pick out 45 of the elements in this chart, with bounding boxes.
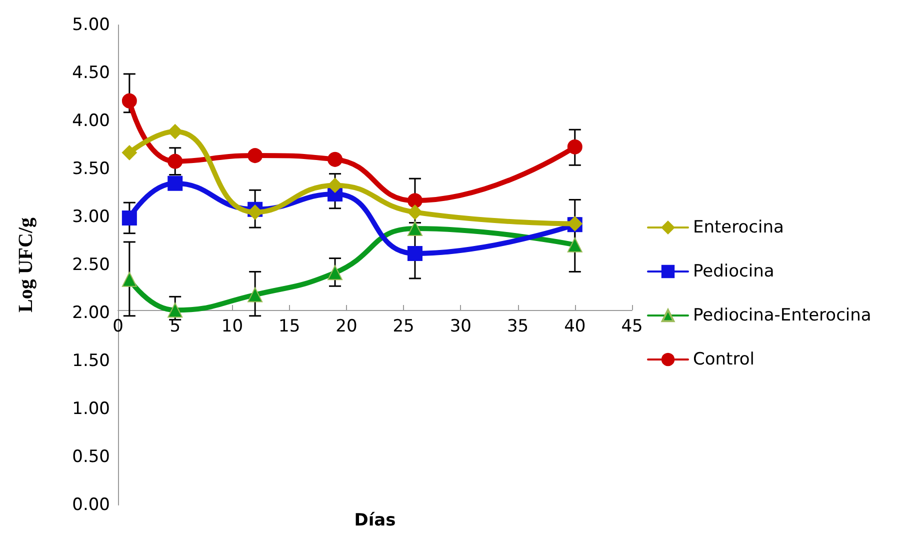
point bbox=[407, 246, 422, 261]
y-tick-label: 2.00 bbox=[72, 303, 110, 323]
y-tick-label: 3.00 bbox=[72, 207, 110, 227]
x-tick-label: 0 bbox=[112, 316, 124, 336]
legend-label: Control bbox=[693, 350, 754, 370]
x-axis-title: Días bbox=[354, 510, 396, 530]
x-tick-label: 45 bbox=[621, 316, 643, 336]
y-axis-title: Log UFC/g bbox=[15, 218, 37, 312]
x-tick-label: 15 bbox=[278, 316, 300, 336]
point bbox=[328, 152, 343, 167]
point bbox=[567, 139, 582, 154]
legend-label: Pediocina-Enterocina bbox=[693, 306, 872, 326]
x-tick-label: 25 bbox=[392, 316, 414, 336]
point bbox=[122, 145, 137, 160]
point bbox=[407, 204, 422, 220]
y-tick-label: 3.50 bbox=[72, 159, 110, 179]
point bbox=[567, 237, 582, 252]
point bbox=[407, 193, 422, 208]
y-tick-label: 1.50 bbox=[72, 351, 110, 371]
x-tick-label: 35 bbox=[506, 316, 529, 336]
y-tick-label: 1.00 bbox=[72, 399, 110, 419]
y-tick-label: 0.00 bbox=[72, 495, 110, 515]
point bbox=[248, 287, 263, 302]
point bbox=[168, 176, 183, 191]
y-tick-label: 5.00 bbox=[72, 15, 110, 35]
point bbox=[168, 302, 183, 318]
x-tick-label: 20 bbox=[336, 316, 358, 336]
legend-label: Pediocina bbox=[693, 262, 774, 282]
point bbox=[122, 272, 137, 287]
y-tick-label: 4.50 bbox=[72, 63, 110, 83]
x-tick-label: 30 bbox=[450, 316, 472, 336]
y-tick-label: 4.00 bbox=[72, 111, 110, 131]
x-tick-label: 10 bbox=[221, 316, 244, 336]
legend-label: Enterocina bbox=[693, 218, 784, 238]
point bbox=[328, 178, 343, 193]
y-tick-label: 0.50 bbox=[72, 447, 110, 467]
point bbox=[168, 124, 183, 140]
y-tick-label: 2.50 bbox=[72, 255, 110, 275]
point bbox=[248, 148, 263, 164]
x-tick-label: 40 bbox=[564, 316, 586, 336]
point bbox=[168, 154, 183, 169]
point bbox=[122, 210, 137, 226]
point bbox=[328, 265, 343, 280]
point bbox=[122, 93, 137, 108]
point bbox=[407, 221, 422, 236]
